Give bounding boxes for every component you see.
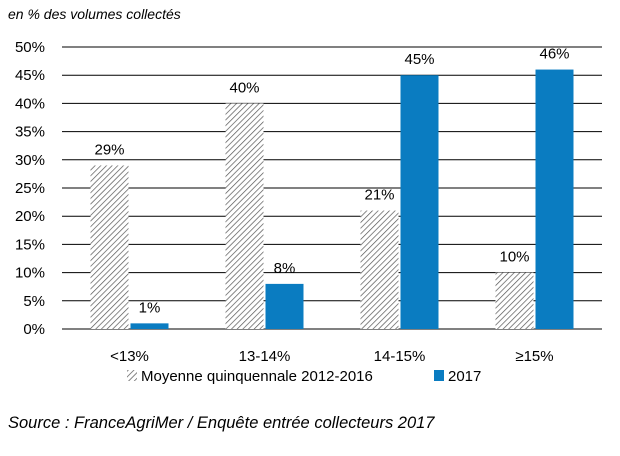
y-tick-label: 50% [15,39,45,56]
bar-moyenne [90,165,129,329]
y-tick-label: 20% [15,208,45,225]
x-axis-ticks: <13% 13-14% 14-15% ≥15% [110,348,554,365]
bar-moyenne [495,272,534,329]
bar-moyenne [225,103,264,330]
data-labels: 29% 1% 40% 8% 21% 45% 10% 46% [94,46,569,317]
bar-2017 [130,323,169,329]
bar-chart: 0% 5% 10% 15% 20% 25% 30% 35% 40% 45% 50% 29% 1% 40%… [15,39,602,385]
x-tick-label: 14-15% [374,348,426,365]
legend-swatch-moyenne [127,370,137,381]
bar-2017 [265,283,304,329]
x-tick-label: ≥15% [515,348,553,365]
y-tick-label: 30% [15,152,45,169]
y-tick-label: 25% [15,180,45,197]
y-tick-label: 35% [15,124,45,141]
data-label: 21% [364,187,394,204]
bar-moyenne [360,210,399,329]
data-label: 29% [94,141,124,158]
unit-note: en % des volumes collectés [8,6,181,22]
y-tick-label: 15% [15,236,45,253]
data-label: 10% [499,249,529,266]
y-tick-label: 45% [15,67,45,84]
legend-swatch-2017 [434,370,444,381]
data-label: 1% [139,299,161,316]
y-tick-label: 0% [23,321,45,338]
bar-2017 [535,69,574,329]
y-tick-label: 40% [15,95,45,112]
data-label: 45% [404,51,434,68]
x-tick-label: <13% [110,348,149,365]
bars [90,69,574,330]
legend-label-moyenne: Moyenne quinquennale 2012-2016 [141,368,373,385]
data-label: 8% [274,260,296,277]
bar-2017 [400,75,439,329]
y-axis-ticks: 0% 5% 10% 15% 20% 25% 30% 35% 40% 45% 50% [15,39,45,338]
data-label: 46% [539,46,569,63]
legend-label-2017: 2017 [448,368,481,385]
y-tick-label: 10% [15,265,45,282]
data-label: 40% [229,79,259,96]
source-note: Source : FranceAgriMer / Enquête entrée … [8,414,435,432]
x-tick-label: 13-14% [239,348,291,365]
legend: Moyenne quinquennale 2012-2016 2017 [127,368,481,385]
y-tick-label: 5% [23,293,45,310]
